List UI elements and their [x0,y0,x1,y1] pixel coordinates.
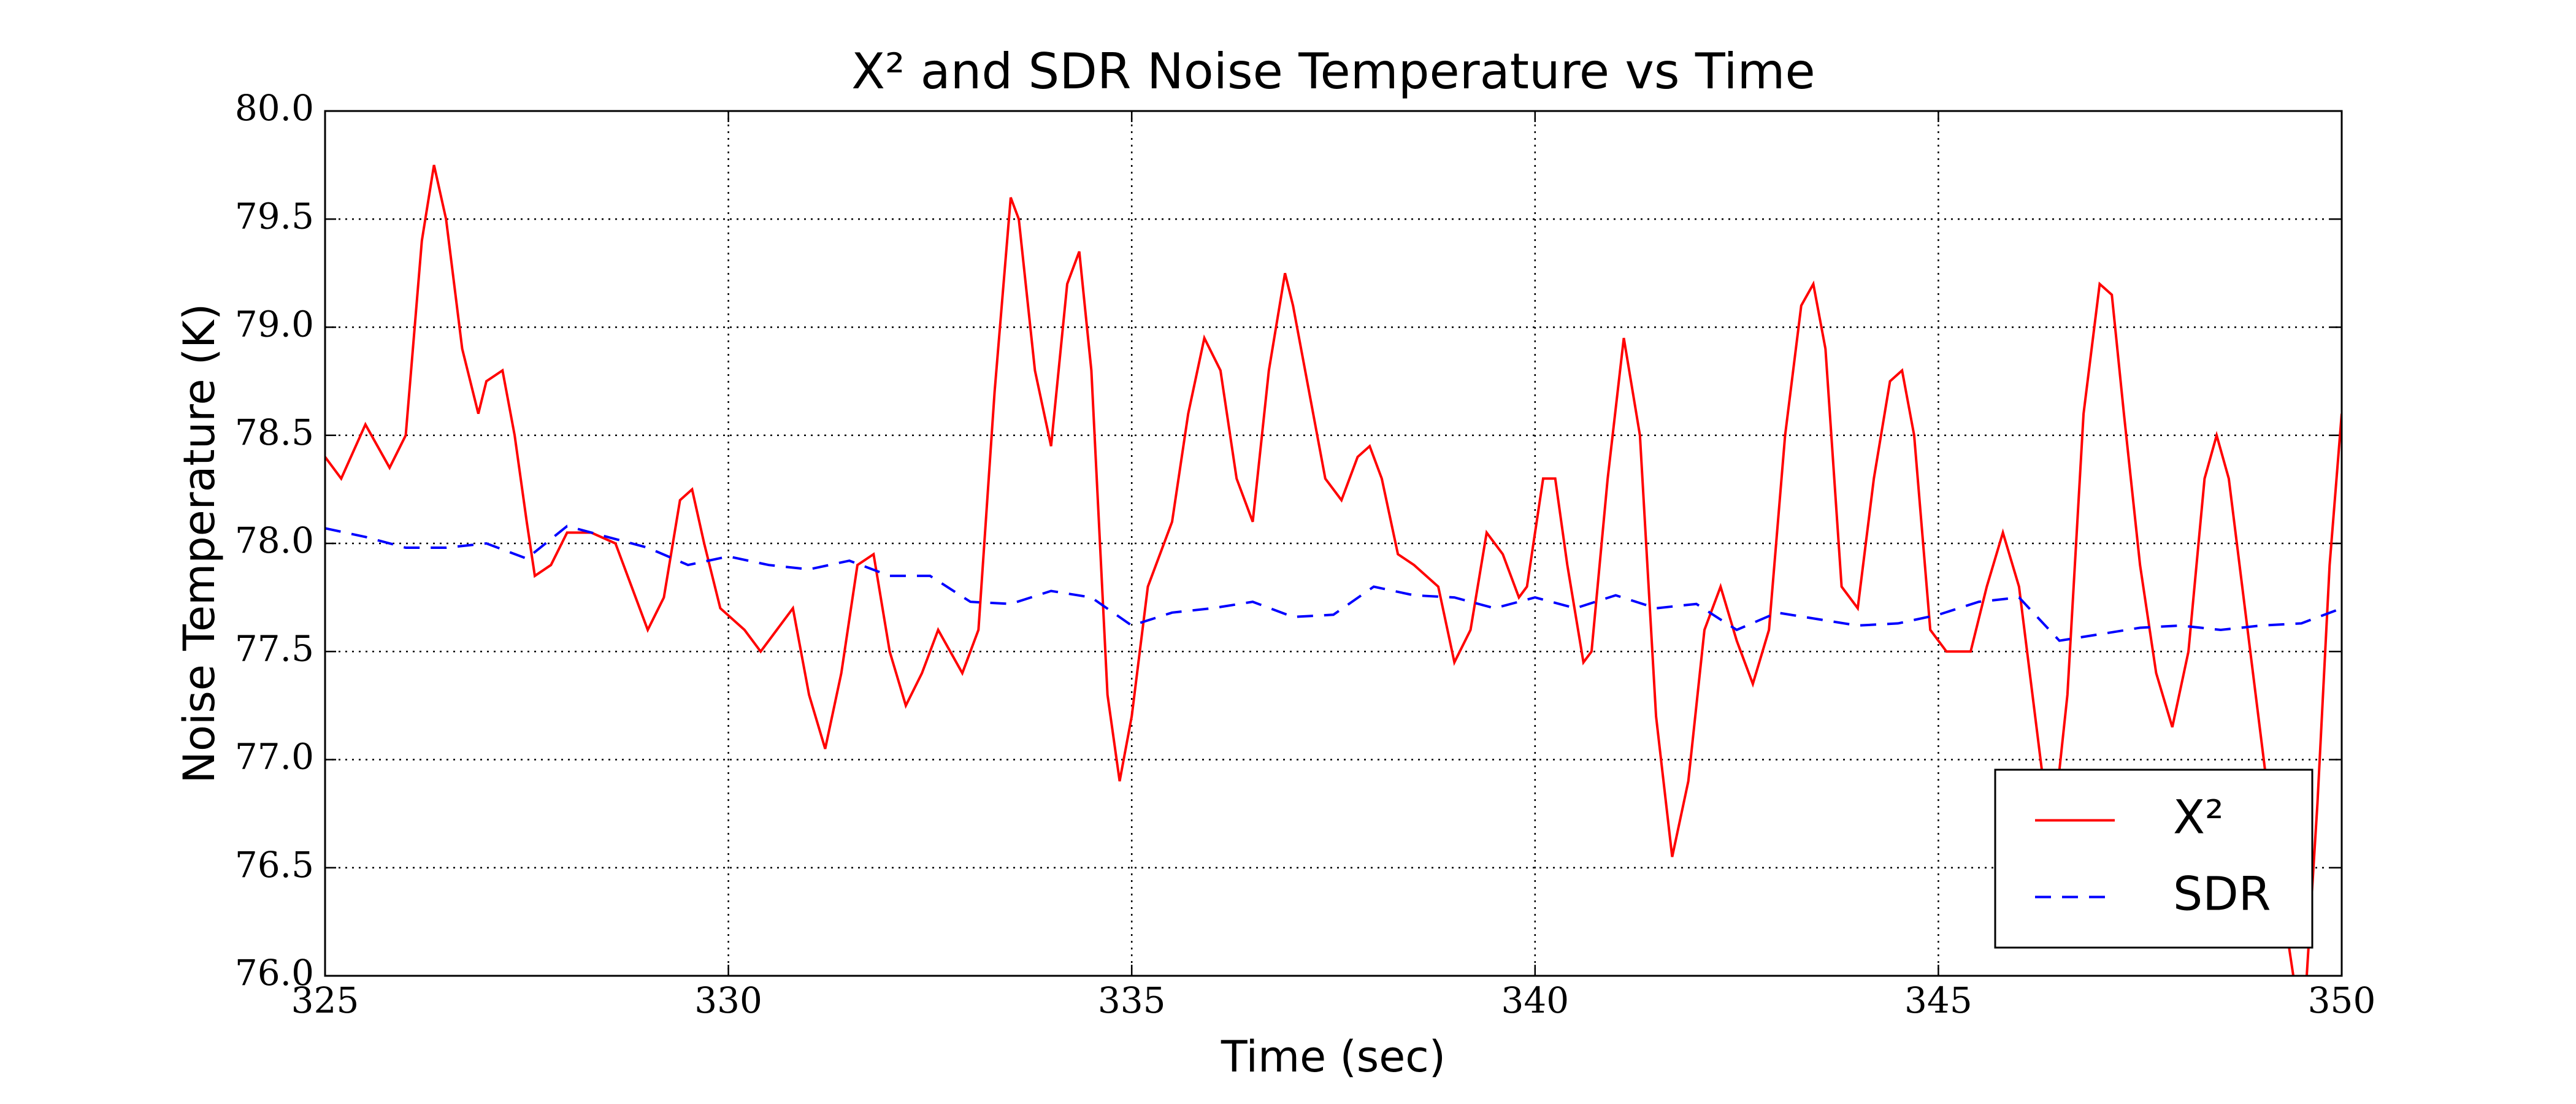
legend-box [1994,769,2313,949]
y-tick-label: 76.0 [235,952,314,994]
legend-label: X² [2173,789,2224,844]
x-tick-label: 350 [2308,979,2376,1021]
legend-label: SDR [2173,866,2271,921]
chart-title: X² and SDR Noise Temperature vs Time [851,43,1815,100]
data-line [325,164,2342,976]
y-tick-label: 80.0 [235,87,314,129]
x-tick-label: 335 [1098,979,1166,1021]
x-tick-label: 340 [1501,979,1569,1021]
data-line [325,524,2342,642]
plot-frame [324,110,2343,977]
y-tick-label: 79.0 [235,304,314,345]
y-axis-label: Noise Temperature (K) [174,304,224,784]
y-tick-label: 79.5 [235,195,314,237]
y-tick-label: 78.5 [235,412,314,453]
x-tick-label: 330 [694,979,762,1021]
x-axis-label: Time (sec) [1221,1032,1446,1082]
y-tick-label: 77.0 [235,736,314,778]
x-tick-label: 325 [291,979,359,1021]
y-tick-label: 78.0 [235,519,314,561]
x-tick-label: 345 [1904,979,1972,1021]
legend: X² SDR [1994,769,2313,949]
y-tick-label: 77.5 [235,627,314,669]
y-tick-label: 76.5 [235,844,314,886]
